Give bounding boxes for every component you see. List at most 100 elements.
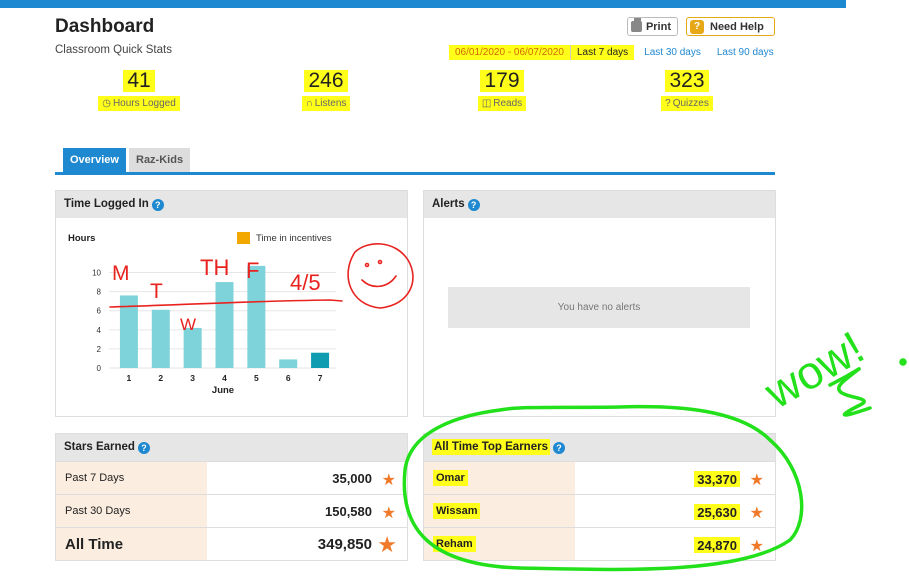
panel-header: Stars Earned? (56, 434, 407, 461)
chart-bar (311, 352, 330, 368)
stars-earned-panel: Stars Earned? Past 7 Days 35,000 ★ Past … (55, 433, 408, 561)
panel-header: All Time Top Earners? (424, 434, 775, 461)
chart-bar (247, 265, 266, 368)
earner-name: Reham (433, 536, 476, 552)
x-tick-label: 1 (127, 373, 132, 383)
top-earner-row: Omar 33,370 ★ (424, 461, 775, 494)
book-icon: ◫ (481, 98, 492, 109)
stat-label: ∩ Listens (301, 96, 351, 111)
print-label: Print (645, 20, 671, 33)
star-icon: ★ (749, 472, 764, 489)
time-logged-in-panel: Time Logged In? Hours Time in incentives… (55, 190, 408, 417)
earner-name: Omar (433, 470, 468, 486)
print-button[interactable]: Print (627, 17, 678, 36)
top-earner-row: Wissam 25,630 ★ (424, 494, 775, 527)
star-icon: ★ (377, 532, 397, 557)
y-tick-label: 2 (97, 345, 102, 354)
stat-value: 323 (665, 70, 709, 92)
date-range-text: 06/01/2020 - 06/07/2020 (449, 44, 570, 60)
stat-label: ? Quizzes (661, 96, 713, 111)
stat-listens: 246 ∩ Listens (291, 70, 361, 111)
alerts-panel: Alerts? You have no alerts (423, 190, 776, 417)
legend-swatch (237, 232, 250, 244)
row-label: Past 7 Days (56, 462, 207, 494)
stat-hours-logged: 41 ◷ Hours Logged (96, 70, 182, 111)
stat-value: 246 (304, 70, 348, 92)
page-title: Dashboard (55, 16, 155, 37)
chart-bar (119, 295, 138, 368)
chart-bar (151, 309, 170, 368)
printer-icon (631, 18, 642, 32)
info-icon[interactable]: ? (552, 442, 565, 454)
range-last-7-days[interactable]: Last 7 days (569, 44, 635, 60)
x-axis-label: June (212, 385, 234, 396)
range-last-30-days[interactable]: Last 30 days (644, 46, 701, 58)
star-icon: ★ (381, 472, 396, 489)
question-icon: ? (665, 98, 671, 109)
star-icon: ★ (749, 538, 764, 555)
info-icon[interactable]: ? (137, 442, 150, 454)
y-tick-label: 8 (97, 288, 102, 297)
top-accent-bar (0, 0, 846, 8)
chart-bar (183, 327, 202, 368)
row-label: Past 30 Days (56, 495, 207, 527)
clock-icon: ◷ (102, 98, 111, 109)
row-value: 150,580 (325, 503, 372, 519)
stat-label: ◷ Hours Logged (98, 96, 180, 111)
y-tick-label: 4 (97, 326, 102, 335)
stat-value: 179 (480, 70, 524, 92)
stat-label: ◫ Reads (477, 96, 527, 111)
y-axis-label: Hours (68, 233, 95, 244)
row-value: 349,850 (317, 535, 372, 553)
exclamation-dot (899, 358, 907, 366)
stars-row-all-time: All Time 349,850 ★ (56, 527, 407, 560)
row-label: All Time (56, 528, 207, 560)
info-icon[interactable]: ? (151, 199, 164, 211)
date-range-selector: 06/01/2020 - 06/07/2020 Last 7 days Last… (449, 44, 780, 60)
panel-title: Alerts (432, 198, 465, 210)
row-label: Omar (424, 462, 575, 494)
tab-bar: Overview Raz-Kids (55, 148, 775, 175)
stat-quizzes: 323 ? Quizzes (656, 70, 718, 111)
panel-header: Alerts? (424, 191, 775, 218)
chart-bar (215, 282, 234, 368)
row-value: 35,000 (332, 470, 372, 486)
headphones-icon: ∩ (305, 98, 313, 109)
x-tick-label: 3 (190, 373, 195, 383)
tab-overview[interactable]: Overview (63, 148, 126, 172)
top-earners-panel: All Time Top Earners? Omar 33,370 ★ Wiss… (423, 433, 776, 561)
star-icon: ★ (381, 505, 396, 522)
earner-name: Wissam (433, 503, 481, 519)
stat-reads: 179 ◫ Reads (474, 70, 530, 111)
info-icon[interactable]: ? (467, 199, 480, 211)
x-tick-label: 6 (286, 373, 291, 383)
help-icon: ? (690, 19, 704, 34)
panel-header: Time Logged In? (56, 191, 407, 218)
legend-label: Time in incentives (256, 233, 332, 244)
row-label: Reham (424, 528, 575, 560)
y-tick-label: 10 (92, 269, 101, 278)
panel-title: All Time Top Earners (432, 439, 550, 455)
need-help-button[interactable]: ? Need Help (686, 17, 775, 36)
panel-title: Stars Earned (64, 441, 135, 453)
need-help-label: Need Help (710, 20, 764, 33)
y-tick-label: 0 (97, 364, 102, 373)
row-value: 25,630 (694, 504, 740, 520)
chart-bar (279, 359, 298, 368)
panel-title: Time Logged In (64, 198, 149, 210)
stars-row-past-30-days: Past 30 Days 150,580 ★ (56, 494, 407, 527)
star-icon: ★ (749, 505, 764, 522)
x-tick-label: 5 (254, 373, 259, 383)
y-tick-label: 6 (97, 307, 102, 316)
stars-row-past-7-days: Past 7 Days 35,000 ★ (56, 461, 407, 494)
top-earner-row: Reham 24,870 ★ (424, 527, 775, 560)
range-last-90-days[interactable]: Last 90 days (716, 46, 774, 58)
row-label: Wissam (424, 495, 575, 527)
no-alerts-message: You have no alerts (448, 287, 750, 328)
stat-value: 41 (123, 70, 155, 92)
row-value: 33,370 (694, 471, 740, 487)
tab-raz-kids[interactable]: Raz-Kids (129, 148, 191, 172)
x-tick-label: 7 (318, 373, 323, 383)
row-value: 24,870 (694, 537, 740, 553)
